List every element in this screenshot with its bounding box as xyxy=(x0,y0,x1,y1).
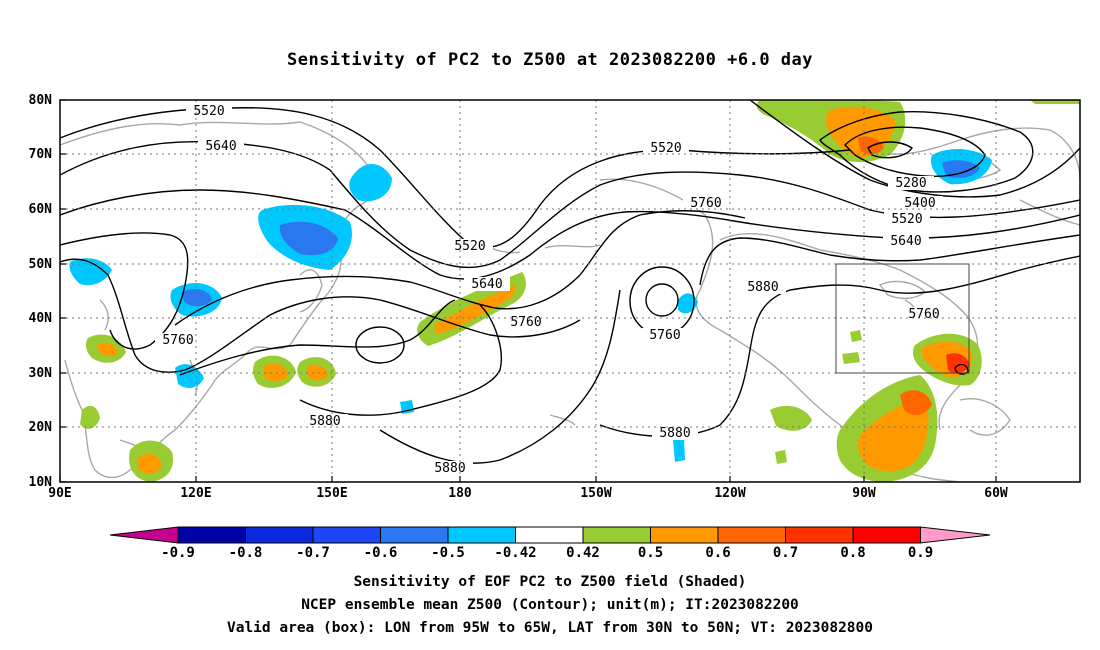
colorbar-swatch xyxy=(177,526,246,544)
lon-label: 90E xyxy=(48,486,71,501)
lon-axis xyxy=(59,476,997,482)
lat-label: 70N xyxy=(29,147,53,162)
contour-label: 5400 xyxy=(904,196,935,211)
colorbar-swatch xyxy=(245,526,314,544)
lon-label: 150W xyxy=(580,486,611,501)
lat-label: 50N xyxy=(29,257,53,272)
colorbar-label: -0.7 xyxy=(296,545,330,561)
contour-label: 5760 xyxy=(649,328,680,343)
map-title: Sensitivity of PC2 to Z500 at 2023082200… xyxy=(286,50,813,70)
colorbar-label: 0.42 xyxy=(566,545,600,561)
colorbar-low-extend xyxy=(109,526,179,544)
colorbar-swatch xyxy=(582,526,651,544)
colorbar-label: -0.42 xyxy=(494,545,536,561)
footer-line-1: Sensitivity of EOF PC2 to Z500 field (Sh… xyxy=(353,574,747,590)
lon-label: 120E xyxy=(180,486,211,501)
colorbar-label: 0.7 xyxy=(773,545,798,561)
map-frame xyxy=(59,99,1081,483)
colorbar-label: -0.5 xyxy=(431,545,465,561)
footer-line-2: NCEP ensemble mean Z500 (Contour); unit(… xyxy=(301,597,799,613)
colorbar: -0.9 -0.8 -0.7 -0.6 -0.5 -0.42 0.42 0.5 0.6 0.7 0.… xyxy=(109,526,991,561)
colorbar-label: -0.8 xyxy=(229,545,263,561)
colorbar-label: 0.5 xyxy=(638,545,663,561)
map-grid xyxy=(60,100,1080,482)
contour-label: 5280 xyxy=(895,176,926,191)
lat-label: 80N xyxy=(29,93,53,108)
contour-label: 5640 xyxy=(471,277,502,292)
contour-label: 5760 xyxy=(690,196,721,211)
contour-label: 5880 xyxy=(659,426,690,441)
contour-label: 5640 xyxy=(890,234,921,249)
contour-label: 5520 xyxy=(891,212,922,227)
colorbar-swatch xyxy=(785,526,854,544)
lon-label: 150E xyxy=(316,486,347,501)
contour-labels: 5520 5640 5520 5760 5520 5640 5760 5760 … xyxy=(155,104,947,476)
lat-label: 10N xyxy=(29,475,53,490)
colorbar-swatch xyxy=(717,526,786,544)
contour-label: 5520 xyxy=(454,239,485,254)
colorbar-label: -0.6 xyxy=(364,545,398,561)
colorbar-label: -0.9 xyxy=(161,545,195,561)
lat-label: 30N xyxy=(29,366,53,381)
colorbar-label: 0.9 xyxy=(908,545,933,561)
colorbar-swatch xyxy=(650,526,719,544)
colorbar-swatch xyxy=(447,526,516,544)
colorbar-swatch xyxy=(312,526,381,544)
contour-label: 5880 xyxy=(747,280,778,295)
contour-label: 5760 xyxy=(510,315,541,330)
contour-label: 5520 xyxy=(193,104,224,119)
contour-label: 5520 xyxy=(650,141,681,156)
lon-label: 120W xyxy=(714,486,745,501)
contour-label: 5760 xyxy=(908,307,939,322)
footer-line-3: Valid area (box): LON from 95W to 65W, L… xyxy=(226,620,873,636)
colorbar-high-extend xyxy=(920,526,991,544)
colorbar-swatch xyxy=(852,526,921,544)
colorbar-swatch xyxy=(380,526,449,544)
valid-area-box xyxy=(835,263,970,374)
lon-label: 180 xyxy=(448,486,472,501)
contour-label: 5880 xyxy=(434,461,465,476)
lat-label: 60N xyxy=(29,202,53,217)
contour-label: 5640 xyxy=(205,139,236,154)
lon-label: 90W xyxy=(852,486,876,501)
contour-label: 5760 xyxy=(162,333,193,348)
colorbar-swatch xyxy=(515,526,584,544)
contour-label: 5880 xyxy=(309,414,340,429)
colorbar-label: 0.6 xyxy=(705,545,730,561)
colorbar-label: 0.8 xyxy=(840,545,865,561)
lat-label: 20N xyxy=(29,420,53,435)
lat-label: 40N xyxy=(29,311,53,326)
lon-label: 60W xyxy=(984,486,1008,501)
lat-axis xyxy=(60,99,66,483)
